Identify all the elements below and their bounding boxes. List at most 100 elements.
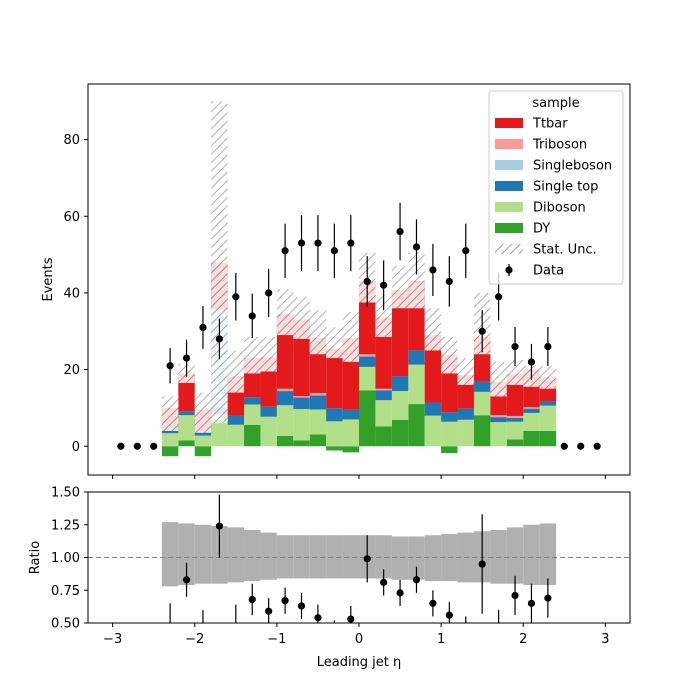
bar-diboson	[408, 364, 425, 405]
ratio-unc-band	[523, 524, 540, 586]
legend: sample Ttbar Triboson Singleboson Single to…	[488, 90, 624, 285]
data-point	[445, 277, 453, 286]
data-point	[133, 442, 141, 450]
bar-diboson	[293, 409, 310, 441]
bar-dy	[391, 419, 409, 447]
bar-single-top	[227, 415, 245, 425]
legend-label: DY	[533, 222, 550, 237]
data-point	[593, 442, 601, 450]
bar-single-top	[276, 391, 294, 406]
bar-diboson	[178, 415, 195, 441]
x-tick-label: −2	[185, 632, 204, 647]
ratio-point	[215, 522, 223, 530]
stat-unc-band	[375, 294, 392, 337]
x-tick-label: 0	[355, 632, 363, 647]
ratio-y-tick-label: 0.50	[51, 617, 80, 632]
data-point	[478, 327, 486, 335]
bar-single-top	[375, 390, 392, 401]
stat-unc-band	[211, 101, 228, 424]
data-point	[281, 247, 289, 255]
legend-title: sample	[532, 96, 579, 111]
bar-dy	[539, 430, 557, 447]
y-tick-label: 60	[63, 210, 80, 225]
bar-diboson	[194, 435, 212, 447]
bar-triboson	[506, 415, 524, 418]
ratio-unc-band	[227, 527, 245, 583]
bar-dy	[309, 434, 327, 447]
bar-single-top	[194, 431, 212, 436]
bar-single-top	[244, 397, 261, 405]
bar-single-top	[408, 350, 425, 365]
ratio-point	[182, 576, 191, 584]
legend-label: Stat. Unc.	[533, 243, 597, 258]
bar-diboson	[441, 421, 458, 447]
bar-diboson	[375, 400, 392, 427]
ratio-point	[478, 560, 486, 568]
ratio-y-tick-label: 1.50	[51, 486, 80, 501]
bar-single-top	[359, 356, 376, 367]
data-point	[396, 227, 404, 236]
ratio-unc-band	[194, 524, 212, 584]
ratio-unc-band	[391, 536, 409, 580]
bar-single-top	[260, 406, 277, 417]
bar-ttbar	[391, 289, 409, 377]
data-point	[412, 243, 421, 251]
ratio-y-tick-label: 1.00	[51, 551, 80, 566]
legend-swatch	[495, 118, 523, 128]
x-axis-label: Leading jet η	[317, 655, 402, 670]
ratio-unc-band	[342, 535, 359, 579]
stat-unc-band	[391, 266, 409, 309]
main-panel: 0 20 40 60 80 Events	[41, 83, 631, 479]
bar-diboson	[161, 433, 179, 447]
ratio-point	[495, 626, 502, 633]
data-point	[511, 342, 519, 351]
data-point	[117, 442, 125, 450]
bar-single-top	[473, 381, 491, 392]
bar-dy	[326, 446, 343, 451]
ratio-point	[297, 602, 306, 610]
bar-triboson	[490, 415, 507, 418]
bar-single-top	[441, 412, 458, 422]
legend-label: Diboson	[533, 201, 586, 216]
ratio-unc-band	[424, 535, 442, 582]
stat-unc-band	[408, 252, 425, 309]
bar-single-top	[523, 408, 540, 413]
ratio-point	[248, 595, 256, 604]
bar-diboson	[276, 405, 294, 436]
data-point	[380, 281, 388, 289]
stat-unc-band	[227, 350, 245, 393]
bar-single-top	[391, 376, 409, 392]
stat-unc-band	[293, 296, 310, 339]
ratio-point	[527, 599, 536, 607]
bar-dy	[276, 435, 294, 447]
ratio-point	[511, 591, 519, 600]
x-tick-label: 1	[437, 632, 445, 647]
bar-dy	[506, 439, 524, 447]
bar-diboson	[326, 421, 343, 447]
x-tick-label: 2	[519, 632, 527, 647]
data-point	[265, 289, 273, 297]
data-point	[527, 358, 536, 366]
bar-dy	[523, 430, 540, 447]
bar-single-top	[293, 397, 310, 410]
ratio-point	[544, 594, 552, 602]
stat-unc-band	[326, 327, 343, 359]
legend-swatch	[495, 139, 523, 149]
stat-unc-band	[260, 337, 277, 372]
y-tick-label: 40	[63, 286, 80, 301]
x-tick-label: 3	[601, 632, 609, 647]
bar-diboson	[523, 412, 540, 431]
data-point	[232, 293, 240, 301]
bar-diboson	[342, 419, 359, 447]
data-point	[495, 293, 503, 301]
main-plot-area	[117, 101, 601, 457]
data-point	[363, 277, 371, 286]
stat-unc-band	[441, 337, 458, 374]
legend-swatch	[495, 181, 523, 191]
data-point	[544, 342, 552, 351]
bar-dy	[244, 424, 261, 447]
data-point	[166, 362, 174, 370]
bar-single-top	[161, 429, 179, 434]
ratio-unc-band	[260, 532, 277, 580]
